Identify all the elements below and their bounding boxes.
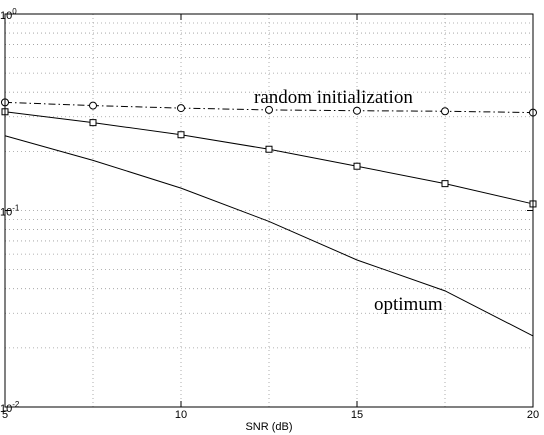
y-tick-label-exponent: -2 [12,400,20,409]
y-tick-label-base: 10 [0,207,12,219]
x-axis-label: SNR (dB) [245,421,292,433]
series-0-point [177,104,185,113]
series-1-point [177,131,185,139]
x-tick-label: 20 [527,409,539,421]
series-line-2 [4,135,534,337]
series-1-point [441,180,449,188]
series-0-point [353,106,361,115]
x-tick-label: 10 [175,409,187,421]
series-0-point [265,105,273,114]
y-tick-label-exponent: -1 [12,204,20,213]
series-1-point [89,119,97,127]
x-tick-label: 15 [351,409,363,421]
grid [5,14,533,407]
plot-frame [4,13,534,408]
series-1-point [353,162,361,170]
x-tick-label: 5 [2,409,8,421]
series-0-point [89,101,97,110]
y-tick-label-base: 10 [0,10,12,22]
annotation-optimum: optimum [374,294,443,315]
series-1-point [265,145,273,153]
y-tick-label-base: 10 [0,403,12,415]
y-tick-label: 10-1 [0,204,20,219]
y-tick-label: 100 [0,7,17,22]
annotation-random-initialization: random initialization [254,87,413,108]
series-0-point [441,107,449,116]
y-tick-label: 10-2 [0,400,20,415]
y-tick-label-exponent: 0 [12,7,17,16]
